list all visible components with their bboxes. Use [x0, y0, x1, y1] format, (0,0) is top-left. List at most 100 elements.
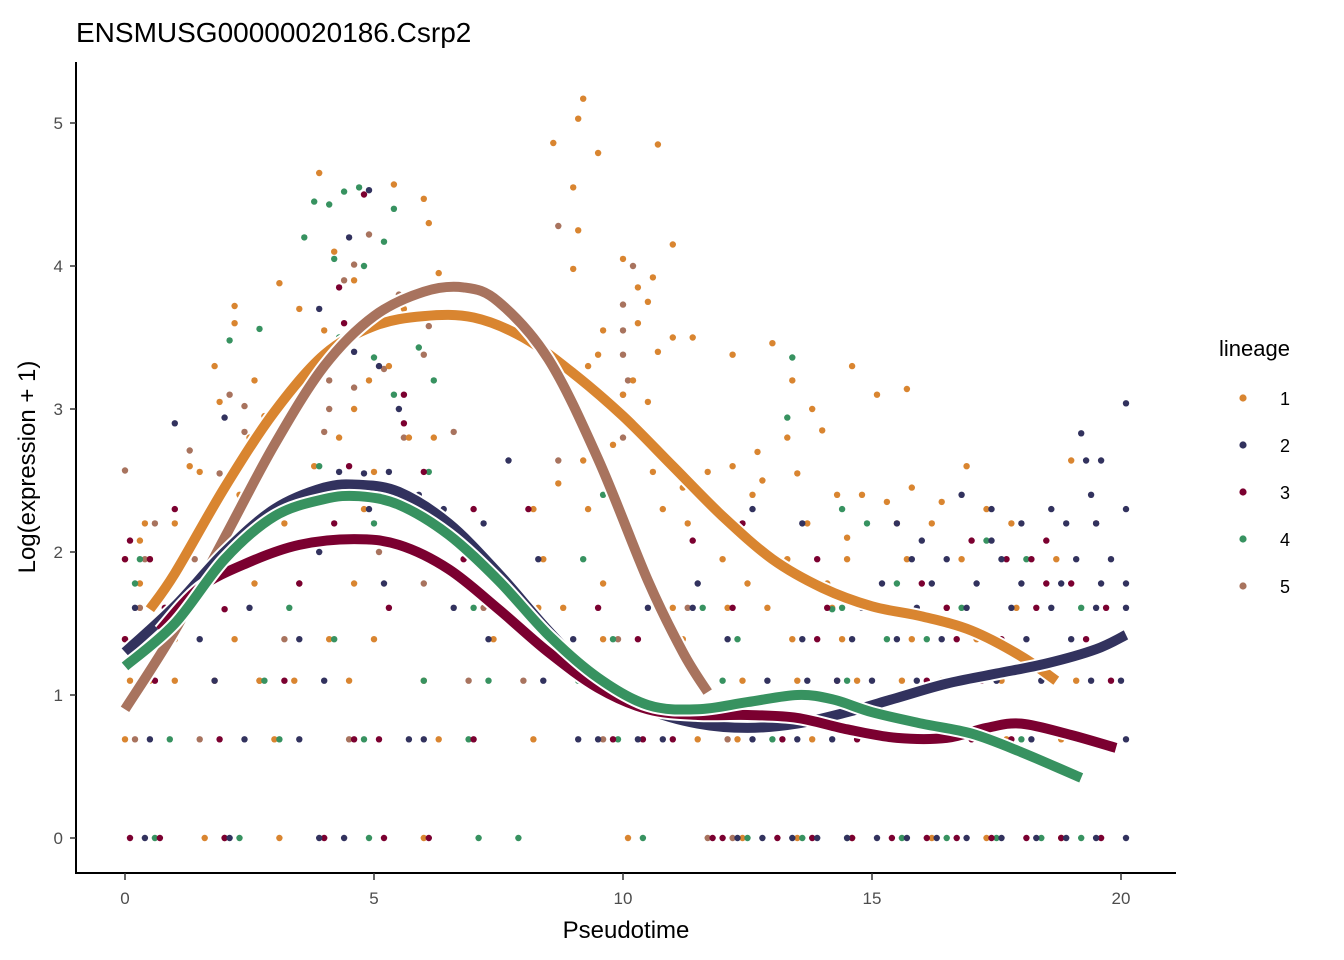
data-point-lineage-2 — [1087, 677, 1095, 684]
data-point-lineage-1 — [196, 468, 203, 476]
data-point-lineage-1 — [898, 677, 906, 684]
data-point-lineage-2 — [1058, 580, 1065, 587]
data-point-lineage-2 — [1063, 520, 1070, 527]
data-point-lineage-1 — [326, 636, 333, 643]
data-point-lineage-1 — [251, 580, 258, 587]
data-point-lineage-2 — [943, 556, 950, 563]
data-point-lineage-1 — [211, 362, 218, 370]
data-point-lineage-2 — [848, 636, 856, 643]
data-point-lineage-3 — [639, 736, 647, 743]
data-point-lineage-3 — [814, 556, 821, 563]
data-point-lineage-2 — [141, 834, 149, 842]
data-point-lineage-1 — [331, 248, 338, 255]
data-point-lineage-2 — [420, 736, 427, 743]
data-point-lineage-1 — [390, 181, 398, 188]
data-point-lineage-1 — [983, 834, 990, 842]
data-point-lineage-2 — [843, 834, 851, 842]
data-point-lineage-1 — [599, 327, 607, 334]
data-point-lineage-5 — [191, 556, 198, 563]
data-point-lineage-3 — [809, 834, 816, 842]
data-point-lineage-1 — [276, 280, 283, 287]
data-point-lineage-3 — [400, 391, 408, 398]
data-point-lineage-1 — [789, 636, 796, 643]
data-point-lineage-5 — [619, 434, 627, 441]
legend-label: 2 — [1280, 436, 1290, 456]
data-point-lineage-1 — [654, 141, 662, 148]
x-ticks: 0 5 10 15 20 — [120, 873, 1130, 908]
data-point-lineage-1 — [669, 334, 676, 341]
data-point-lineage-3 — [719, 834, 726, 842]
data-point-lineage-1 — [739, 834, 746, 842]
data-point-lineage-4 — [719, 677, 726, 684]
data-point-lineage-1 — [296, 305, 303, 313]
data-point-lineage-4 — [390, 391, 398, 398]
data-point-lineage-3 — [331, 520, 338, 527]
data-point-lineage-1 — [201, 834, 208, 842]
data-point-lineage-3 — [1033, 604, 1040, 611]
data-point-lineage-2 — [296, 736, 303, 743]
data-point-lineage-1 — [430, 434, 437, 441]
data-point-lineage-4 — [430, 377, 437, 384]
data-point-lineage-4 — [355, 184, 363, 191]
data-point-lineage-2 — [171, 420, 178, 427]
data-point-lineage-2 — [734, 834, 741, 842]
data-point-lineage-1 — [629, 377, 637, 384]
data-point-lineage-2 — [908, 556, 915, 563]
data-point-lineage-5 — [241, 428, 248, 436]
data-point-lineage-5 — [704, 834, 711, 842]
legend-label: 1 — [1280, 389, 1290, 409]
data-point-lineage-1 — [784, 434, 791, 441]
data-point-lineage-1 — [744, 580, 751, 587]
data-point-lineage-1 — [171, 677, 178, 684]
data-point-lineage-1 — [575, 115, 582, 122]
data-point-lineage-1 — [724, 604, 731, 611]
data-point-lineage-3 — [126, 834, 134, 842]
data-point-lineage-4 — [261, 677, 268, 684]
data-point-lineage-1 — [769, 340, 776, 347]
data-point-lineage-3 — [729, 604, 736, 611]
legend-key-lineage-4 — [1239, 535, 1247, 543]
data-point-lineage-4 — [226, 337, 233, 344]
data-point-lineage-1 — [216, 398, 223, 406]
data-point-lineage-3 — [918, 580, 925, 587]
data-point-lineage-4 — [326, 201, 333, 208]
data-point-lineage-1 — [121, 736, 129, 743]
data-point-lineage-4 — [151, 834, 159, 842]
data-point-lineage-2 — [1048, 604, 1055, 611]
data-point-lineage-2 — [903, 834, 911, 842]
data-point-lineage-2 — [878, 580, 886, 587]
data-point-lineage-1 — [599, 636, 607, 643]
data-point-lineage-2 — [485, 636, 492, 643]
data-point-lineage-4 — [166, 736, 173, 743]
data-point-lineage-1 — [540, 556, 547, 563]
data-point-lineage-5 — [425, 322, 432, 330]
data-point-lineage-1 — [584, 362, 592, 370]
data-point-lineage-3 — [321, 834, 328, 842]
data-point-lineage-1 — [739, 677, 746, 684]
data-point-lineage-4 — [599, 491, 607, 498]
data-point-lineage-2 — [340, 834, 348, 842]
data-point-lineage-1 — [689, 334, 696, 341]
data-point-lineage-1 — [580, 457, 587, 464]
data-point-lineage-1 — [983, 505, 990, 513]
data-point-lineage-4 — [360, 736, 368, 743]
data-point-lineage-3 — [634, 636, 642, 643]
data-point-lineage-2 — [1122, 604, 1130, 611]
data-point-lineage-2 — [1097, 580, 1105, 587]
data-point-lineage-3 — [609, 736, 617, 743]
y-tick-label: 2 — [54, 543, 63, 562]
data-point-lineage-5 — [729, 834, 736, 842]
data-point-lineage-1 — [231, 320, 238, 327]
data-point-lineage-5 — [340, 277, 348, 284]
data-point-lineage-3 — [953, 636, 960, 643]
data-point-lineage-2 — [1117, 677, 1125, 684]
data-point-lineage-4 — [470, 604, 477, 611]
data-point-lineage-2 — [221, 414, 228, 421]
data-point-lineage-1 — [908, 484, 915, 491]
data-point-lineage-1 — [271, 736, 278, 743]
data-point-lineage-5 — [555, 457, 562, 464]
data-point-lineage-5 — [345, 736, 353, 743]
data-point-lineage-5 — [196, 736, 203, 743]
data-point-lineage-2 — [211, 677, 218, 684]
data-point-lineage-1 — [594, 351, 602, 358]
